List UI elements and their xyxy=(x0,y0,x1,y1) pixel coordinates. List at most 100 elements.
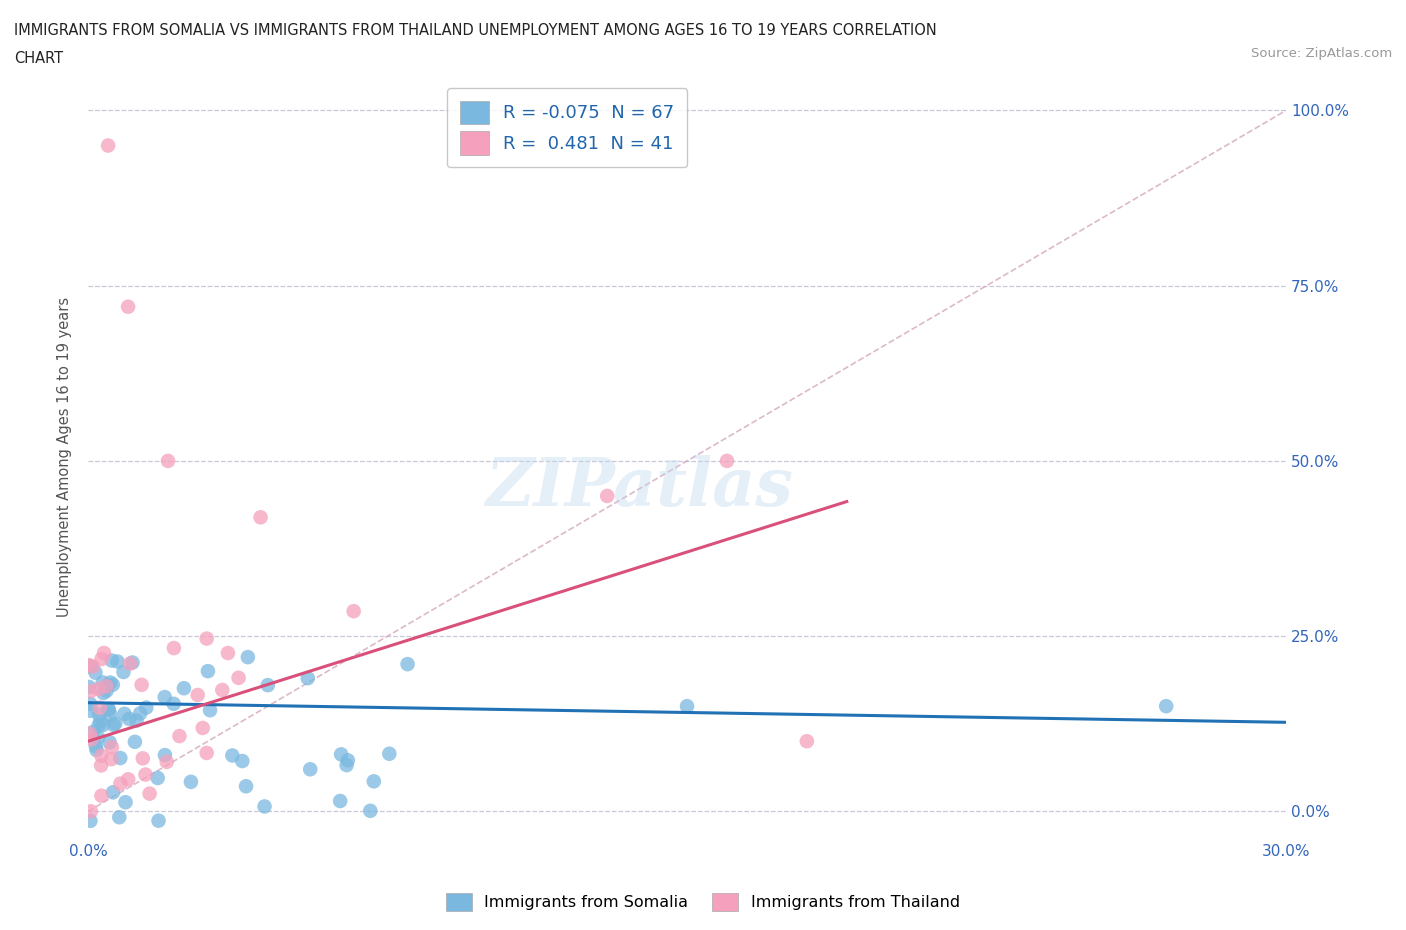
Point xyxy=(104,716,127,731)
Point xyxy=(1154,698,1177,713)
Point xyxy=(359,804,381,818)
Point xyxy=(89,714,111,729)
Point xyxy=(217,645,239,660)
Point xyxy=(101,785,124,800)
Point xyxy=(91,718,114,733)
Point xyxy=(129,706,152,721)
Point xyxy=(107,654,129,669)
Point xyxy=(110,777,132,791)
Point xyxy=(363,774,385,789)
Point xyxy=(124,735,146,750)
Point xyxy=(198,703,221,718)
Point xyxy=(90,789,112,804)
Point xyxy=(80,703,103,718)
Point xyxy=(93,645,115,660)
Point xyxy=(100,751,122,766)
Point xyxy=(329,793,352,808)
Point xyxy=(97,702,120,717)
Point xyxy=(112,665,135,680)
Point xyxy=(716,454,738,469)
Y-axis label: Unemployment Among Ages 16 to 19 years: Unemployment Among Ages 16 to 19 years xyxy=(58,298,72,618)
Point xyxy=(138,786,160,801)
Point xyxy=(101,653,124,668)
Point xyxy=(110,751,132,765)
Point xyxy=(117,772,139,787)
Point xyxy=(93,685,115,700)
Point xyxy=(187,687,209,702)
Point xyxy=(80,732,103,747)
Point xyxy=(253,799,276,814)
Point xyxy=(87,730,110,745)
Point xyxy=(134,767,156,782)
Point xyxy=(796,734,818,749)
Point xyxy=(98,708,121,723)
Point xyxy=(77,658,100,672)
Point xyxy=(98,735,121,750)
Point xyxy=(131,677,153,692)
Text: CHART: CHART xyxy=(14,51,63,66)
Point xyxy=(96,684,118,698)
Text: Source: ZipAtlas.com: Source: ZipAtlas.com xyxy=(1251,46,1392,60)
Point xyxy=(84,738,107,753)
Point xyxy=(90,758,112,773)
Point xyxy=(118,711,141,726)
Point xyxy=(79,726,101,741)
Point xyxy=(87,718,110,733)
Point xyxy=(87,682,110,697)
Point xyxy=(163,641,186,656)
Point xyxy=(596,488,619,503)
Point xyxy=(97,138,120,153)
Point xyxy=(89,700,111,715)
Point xyxy=(96,679,118,694)
Point xyxy=(231,753,253,768)
Point xyxy=(117,299,139,314)
Point xyxy=(96,678,118,693)
Point xyxy=(86,742,108,757)
Point xyxy=(191,721,214,736)
Point xyxy=(249,510,271,525)
Point xyxy=(91,675,114,690)
Text: ZIPatlas: ZIPatlas xyxy=(485,456,793,521)
Point xyxy=(163,697,186,711)
Point xyxy=(108,810,131,825)
Point xyxy=(84,665,107,680)
Point xyxy=(82,659,104,674)
Point xyxy=(256,678,278,693)
Point xyxy=(330,747,353,762)
Point xyxy=(378,746,401,761)
Point xyxy=(146,771,169,786)
Text: IMMIGRANTS FROM SOMALIA VS IMMIGRANTS FROM THAILAND UNEMPLOYMENT AMONG AGES 16 T: IMMIGRANTS FROM SOMALIA VS IMMIGRANTS FR… xyxy=(14,23,936,38)
Point xyxy=(90,749,112,764)
Point xyxy=(156,454,179,469)
Point xyxy=(90,652,112,667)
Point xyxy=(79,814,101,829)
Point xyxy=(79,684,101,698)
Point xyxy=(82,724,104,739)
Legend: R = -0.075  N = 67, R =  0.481  N = 41: R = -0.075 N = 67, R = 0.481 N = 41 xyxy=(447,88,688,167)
Point xyxy=(132,751,155,765)
Point xyxy=(153,690,176,705)
Point xyxy=(148,813,170,828)
Point xyxy=(299,762,322,777)
Point xyxy=(228,671,250,685)
Point xyxy=(396,657,419,671)
Point xyxy=(195,746,218,761)
Point xyxy=(135,700,157,715)
Point xyxy=(211,683,233,698)
Point xyxy=(336,753,359,768)
Point xyxy=(101,677,124,692)
Point xyxy=(180,775,202,790)
Point xyxy=(125,713,148,728)
Point xyxy=(101,739,124,754)
Point xyxy=(676,698,699,713)
Point xyxy=(103,718,125,733)
Point xyxy=(156,754,179,769)
Point xyxy=(79,658,101,673)
Point xyxy=(121,655,143,670)
Point xyxy=(114,707,136,722)
Point xyxy=(79,697,101,711)
Point xyxy=(98,675,121,690)
Point xyxy=(153,748,176,763)
Point xyxy=(118,657,141,671)
Point xyxy=(87,707,110,722)
